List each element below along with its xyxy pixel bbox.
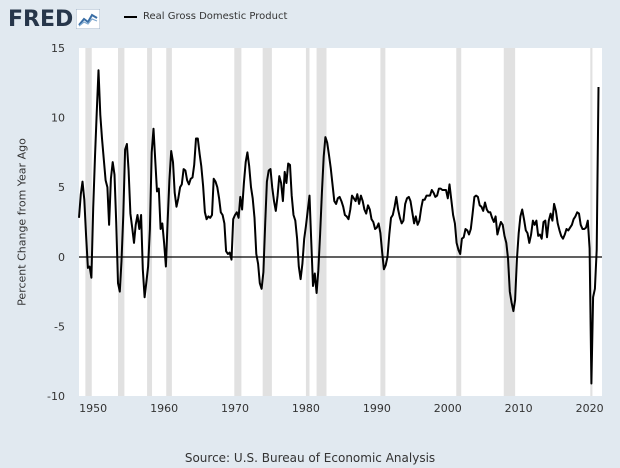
recession-band [262,48,272,396]
recession-band [85,48,92,396]
x-tick-label: 1990 [363,402,391,415]
series-line-real-gdp [78,69,600,385]
x-tick-label: 1960 [150,402,178,415]
y-tick-label: 0 [58,251,65,264]
x-tick-label: 1950 [79,402,107,415]
recession-band [456,48,462,396]
y-tick-label: 10 [51,112,65,125]
y-tick-label: -10 [47,390,65,403]
line-chart-icon [76,9,101,29]
x-tick-label: 2020 [576,402,604,415]
x-tick-label: 2000 [434,402,462,415]
source-note: Source: U.S. Bureau of Economic Analysis [184,451,436,465]
x-axis: 1950 1960 1970 1980 1990 2000 2010 2020 [79,402,603,415]
recession-band [305,48,310,396]
recession-band [234,48,242,396]
chart-legend: Real Gross Domestic Product [124,11,287,22]
recession-band [118,48,125,396]
x-tick-label: 1980 [292,402,320,415]
x-tick-label: 1970 [221,402,249,415]
fred-logo[interactable]: FRED [8,6,101,32]
fred-logo-text: FRED [8,6,74,32]
recession-band [503,48,516,396]
y-axis: -10 -5 0 5 10 15 [47,42,65,403]
y-tick-label: 5 [58,181,65,194]
x-tick-label: 2010 [505,402,533,415]
legend-line-swatch [124,15,137,18]
recession-band [590,48,593,396]
y-tick-label: -5 [54,320,65,333]
recession-band [166,48,172,396]
recession-band [380,48,386,396]
y-tick-label: 15 [51,42,65,55]
legend-label: Real Gross Domestic Product [143,11,288,22]
